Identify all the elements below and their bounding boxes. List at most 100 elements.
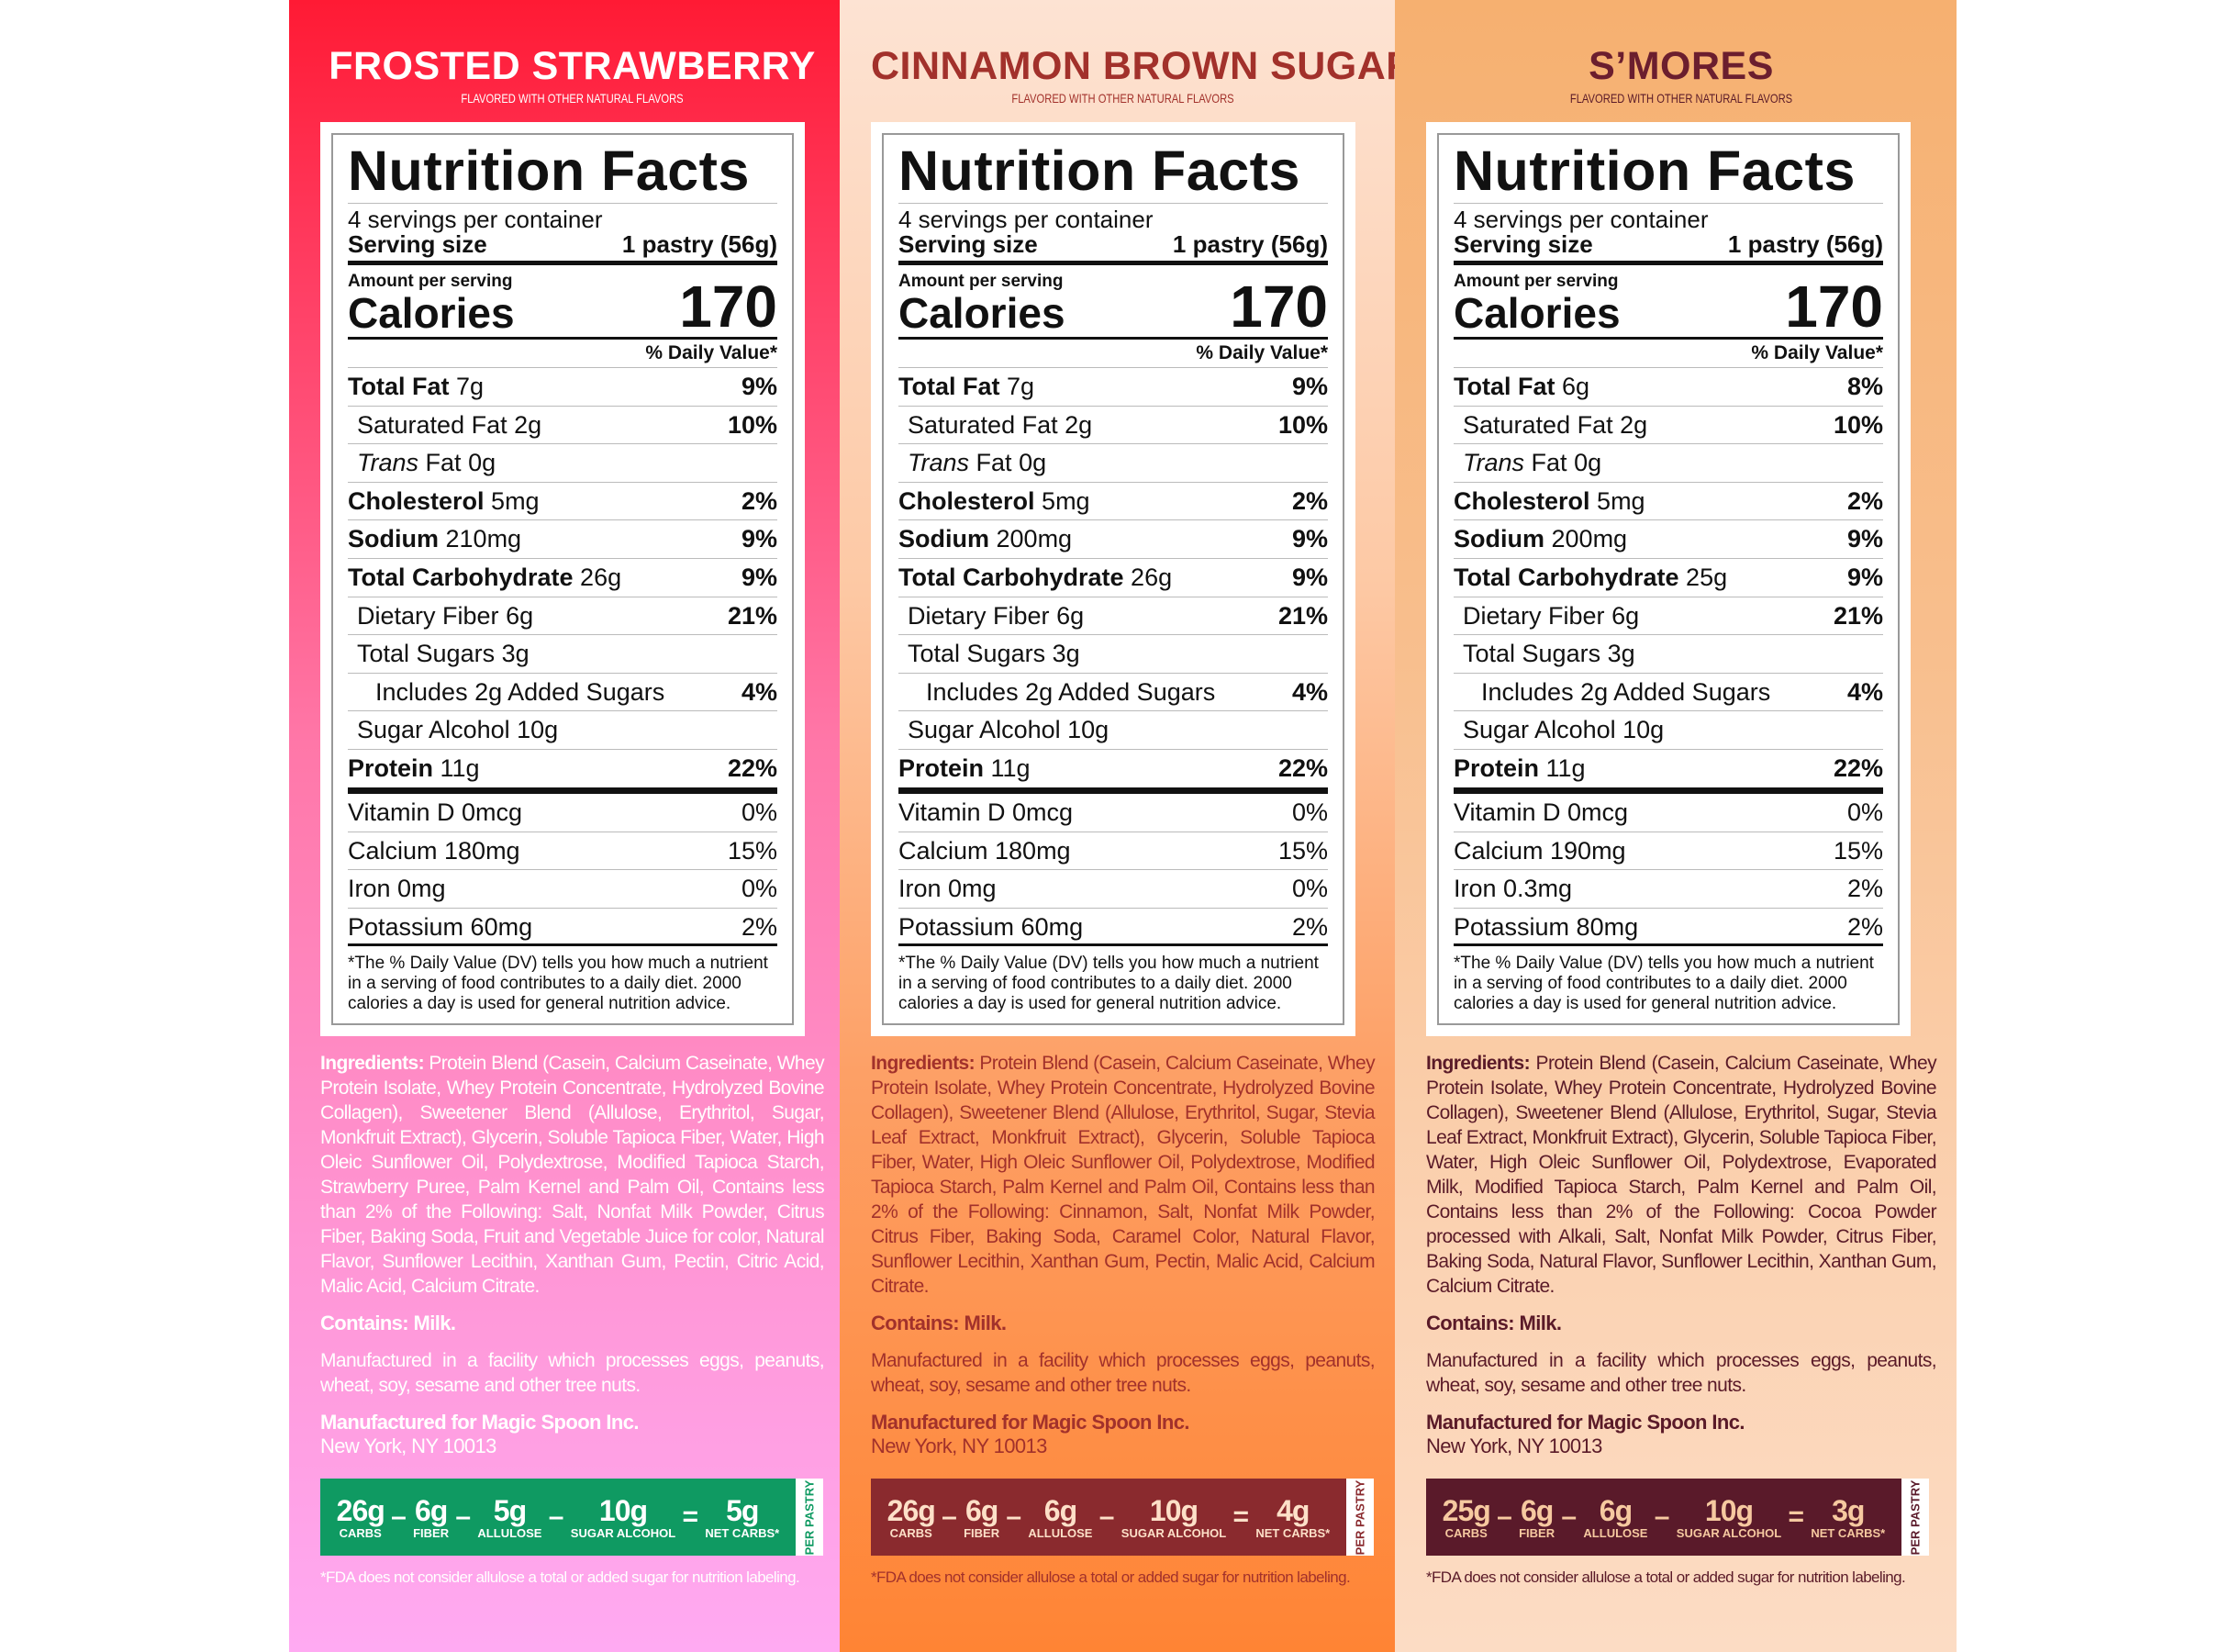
net-carbs-value: 25g xyxy=(1442,1493,1491,1527)
fda-allulose-note: *FDA does not consider allulose a total … xyxy=(871,1568,1351,1587)
nutrient-daily-value: 21% xyxy=(727,601,777,630)
flavor-subtitle: FLAVORED WITH OTHER NATURAL FLAVORS xyxy=(461,91,684,106)
nutrient-name: Sodium xyxy=(898,525,989,553)
net-carbs-value: 6g xyxy=(414,1493,448,1527)
per-pastry-tab: PER PASTRY xyxy=(1901,1479,1929,1557)
ingredients: Ingredients: Protein Blend (Casein, Calc… xyxy=(871,1051,1376,1299)
nutrient-amount: 7g xyxy=(456,373,485,400)
vitamin-row: Iron 0.3mg 2% xyxy=(1454,870,1883,909)
nutrient-amount: 10g xyxy=(1622,716,1665,744)
nutrient-name: Dietary Fiber xyxy=(908,601,1050,630)
vitamin-name: Potassium 60mg xyxy=(898,912,1084,941)
net-carbs-value: 6g xyxy=(964,1493,998,1527)
nutrient-row: Total Carbohydrate 26g 9% xyxy=(348,559,777,597)
nutrient-name: Total Fat xyxy=(898,373,1000,400)
nutrient-amount: 5mg xyxy=(491,486,540,515)
daily-value-footnote: *The % Daily Value (DV) tells you how mu… xyxy=(898,954,1319,1014)
net-carbs-item: 10g SUGAR ALCOHOL xyxy=(1677,1496,1781,1539)
serving-size-value: 1 pastry (56g) xyxy=(621,230,777,258)
daily-value-header: % Daily Value* xyxy=(898,340,1328,368)
calories-value: 170 xyxy=(679,273,777,340)
nutrition-label: Nutrition Facts 4 servings per container S… xyxy=(871,122,1355,1037)
net-carbs-operator: = xyxy=(682,1501,698,1533)
net-carbs-item: 3g NET CARBS* xyxy=(1811,1496,1885,1539)
vitamin-row: Vitamin D 0mcg 0% xyxy=(1454,794,1883,832)
nutrient-row: Trans Fat 0g xyxy=(1454,444,1883,483)
nutrient-name: Includes 2g Added Sugars xyxy=(375,677,665,706)
calories-label: Calories xyxy=(1454,289,1621,337)
net-carbs-value: 10g xyxy=(1704,1493,1754,1527)
nutrient-row: Cholesterol 5mg 2% xyxy=(348,483,777,521)
allergen-contains: Contains: Milk. xyxy=(871,1312,1007,1335)
nutrient-amount: 7g xyxy=(1007,373,1035,400)
nutrient-row: Trans Fat 0g xyxy=(348,444,777,483)
nutrition-facts-heading: Nutrition Facts xyxy=(898,140,1328,204)
nutrient-name: Sugar Alcohol xyxy=(908,716,1061,744)
nutrient-amount: 11g xyxy=(440,753,480,782)
nutrient-name-group: Dietary Fiber 6g xyxy=(357,597,533,635)
nutrient-row: Includes 2g Added Sugars 4% xyxy=(898,674,1328,712)
nutrient-amount: 3g xyxy=(501,640,530,668)
net-carbs-label: NET CARBS* xyxy=(705,1525,780,1540)
facility-statement: Manufactured in a facility which process… xyxy=(1426,1350,1937,1397)
nutrient-name: Total Carbohydrate xyxy=(898,563,1124,591)
fda-allulose-note: *FDA does not consider allulose a total … xyxy=(320,1568,800,1587)
flavor-subtitle: FLAVORED WITH OTHER NATURAL FLAVORS xyxy=(1011,91,1234,106)
nutrient-daily-value: 9% xyxy=(1291,563,1328,591)
nutrient-name: Fat xyxy=(1531,449,1567,477)
vitamin-daily-value: 0% xyxy=(1291,798,1328,826)
ingredients: Ingredients: Protein Blend (Casein, Calc… xyxy=(1426,1051,1937,1299)
net-carbs-equation: 25g CARBS –6g FIBER –6g ALLULOSE –10g SUGAR ALC… xyxy=(1426,1479,1901,1557)
nutrient-amount: 3g xyxy=(1607,640,1635,668)
nutrient-name-group: Saturated Fat 2g xyxy=(357,407,541,444)
net-carbs-label: ALLULOSE xyxy=(477,1525,542,1540)
flavor-title: CINNAMON BROWN SUGAR xyxy=(871,44,1415,88)
nutrition-label-inner: Nutrition Facts 4 servings per container S… xyxy=(331,133,794,1026)
nutrient-amount: 10g xyxy=(1067,716,1109,744)
nutrient-row: Cholesterol 5mg 2% xyxy=(1454,483,1883,521)
nutrient-name-group: Total Fat 6g xyxy=(1454,368,1589,406)
nutrient-name: Sodium xyxy=(1454,525,1544,553)
net-carbs-item: 10g SUGAR ALCOHOL xyxy=(1121,1496,1226,1539)
net-carbs-equation: 26g CARBS –6g FIBER –6g ALLULOSE –10g SUGAR ALC… xyxy=(871,1479,1346,1557)
nutrient-name-group: Sugar Alcohol 10g xyxy=(908,711,1109,749)
manufacturer-address: New York, NY 10013 xyxy=(320,1434,496,1458)
net-carbs-item: 6g FIBER xyxy=(964,1496,999,1539)
nutrient-row: Protein 11g 22% xyxy=(898,750,1328,794)
nutrient-row: Total Carbohydrate 25g 9% xyxy=(1454,559,1883,597)
nutrient-name: Cholesterol xyxy=(1454,486,1590,515)
nutrient-name: Includes 2g Added Sugars xyxy=(1481,677,1771,706)
nutrient-name: Total Sugars xyxy=(357,640,496,668)
serving-size-row: Serving size 1 pastry (56g) xyxy=(898,231,1328,265)
manufacturer-name: Manufactured for Magic Spoon Inc. xyxy=(1426,1411,1745,1434)
net-carbs-value: 6g xyxy=(1599,1493,1633,1527)
vitamin-row: Potassium 60mg 2% xyxy=(348,909,777,947)
nutrient-row: Protein 11g 22% xyxy=(348,750,777,794)
serving-size-label: Serving size xyxy=(1454,230,1593,258)
per-pastry-tab: PER PASTRY xyxy=(1346,1479,1374,1557)
nutrient-amount: 6g xyxy=(1611,601,1640,630)
nutrient-row: Dietary Fiber 6g 21% xyxy=(1454,597,1883,636)
nutrient-daily-value: 9% xyxy=(1846,563,1883,591)
net-carbs-label: CARBS xyxy=(1444,1525,1488,1540)
nutrient-name-group: Cholesterol 5mg xyxy=(1454,483,1645,520)
net-carbs-value: 4g xyxy=(1277,1493,1310,1527)
calories-row: Calories 170 xyxy=(1454,277,1883,340)
nutrient-name: Includes 2g Added Sugars xyxy=(926,677,1216,706)
nutrient-amount: 6g xyxy=(1562,373,1590,400)
net-carbs-operator: – xyxy=(455,1501,472,1533)
net-carbs-label: FIBER xyxy=(413,1525,450,1540)
net-carbs-value: 26g xyxy=(886,1493,936,1527)
vitamin-name: Vitamin D 0mcg xyxy=(1454,798,1629,826)
ingredients-label: Ingredients: xyxy=(320,1053,425,1075)
nutrient-amount: 5mg xyxy=(1042,486,1090,515)
nutrient-name: Sugar Alcohol xyxy=(357,716,510,744)
vitamin-name: Vitamin D 0mcg xyxy=(348,798,523,826)
nutrient-amount: 11g xyxy=(1545,753,1586,782)
facility-statement: Manufactured in a facility which process… xyxy=(871,1350,1376,1397)
nutrient-name: Dietary Fiber xyxy=(357,601,499,630)
nutrient-amount: 3g xyxy=(1052,640,1080,668)
nutrient-name: Cholesterol xyxy=(348,486,485,515)
vitamin-name: Vitamin D 0mcg xyxy=(898,798,1074,826)
flavor-title: FROSTED STRAWBERRY xyxy=(329,44,816,88)
